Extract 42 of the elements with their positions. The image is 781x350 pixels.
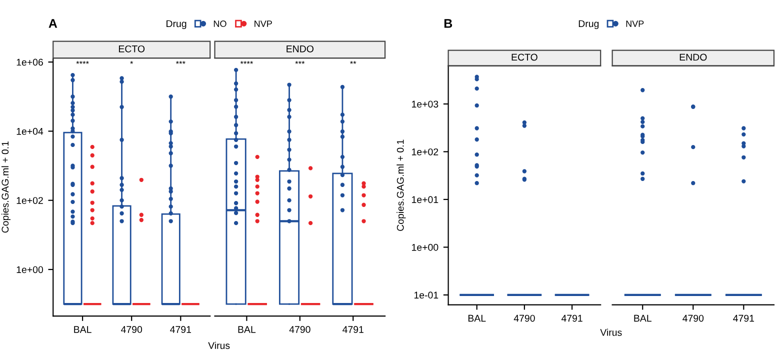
chart-subtitle: ENDO xyxy=(286,45,314,52)
y-tick-label: 1e-01 xyxy=(414,292,438,299)
y-axis-title: Copies.GAG.ml + 0.1 xyxy=(396,140,406,231)
legend-label: NO xyxy=(214,20,226,27)
x-axis-title: Virus xyxy=(208,342,230,349)
x-tick-label: 4791 xyxy=(561,314,582,322)
annotation: **** xyxy=(240,60,254,64)
annotation: *** xyxy=(295,60,305,64)
y-tick-label: 1e+04 xyxy=(16,128,44,135)
chart-subtitle: ECTO xyxy=(512,54,538,61)
legend-title: Drug xyxy=(578,20,599,30)
x-tick-label: 4791 xyxy=(342,326,364,333)
x-tick-label: 4790 xyxy=(121,326,142,333)
x-tick-label: BAL xyxy=(634,314,652,322)
chart-subtitle: ENDO xyxy=(680,54,707,61)
annotation: **** xyxy=(76,60,89,64)
annotation: ** xyxy=(350,60,356,64)
x-axis-title: Virus xyxy=(600,328,622,336)
x-tick-label: 4790 xyxy=(289,326,310,333)
legend-label: NVP xyxy=(254,20,272,27)
legend-title: Drug xyxy=(166,20,186,30)
x-tick-label: BAL xyxy=(74,326,92,333)
y-axis-title: Copies.GAG.ml + 0.1 xyxy=(1,141,11,233)
x-tick-label: 4791 xyxy=(170,326,191,333)
y-tick-label: 1e+00 xyxy=(16,266,44,274)
legend-label: NVP xyxy=(626,20,644,27)
y-tick-label: 1e+02 xyxy=(412,148,438,156)
x-tick-label: BAL xyxy=(468,314,486,322)
x-tick-label: 4791 xyxy=(733,314,754,322)
chart-subtitle: ECTO xyxy=(118,45,145,52)
chart-title: B xyxy=(444,19,452,28)
chart-title: A xyxy=(48,19,58,28)
annotation: * xyxy=(130,60,134,64)
y-tick-label: 1e+02 xyxy=(16,197,43,204)
x-tick-label: BAL xyxy=(238,326,256,333)
y-tick-label: 1e+01 xyxy=(412,196,438,204)
y-tick-label: 1e+06 xyxy=(16,58,43,66)
x-tick-label: 4790 xyxy=(682,314,704,322)
y-tick-label: 1e+03 xyxy=(412,100,438,108)
y-tick-label: 1e+00 xyxy=(412,244,438,251)
x-tick-label: 4790 xyxy=(514,314,535,322)
annotation: *** xyxy=(176,60,186,64)
